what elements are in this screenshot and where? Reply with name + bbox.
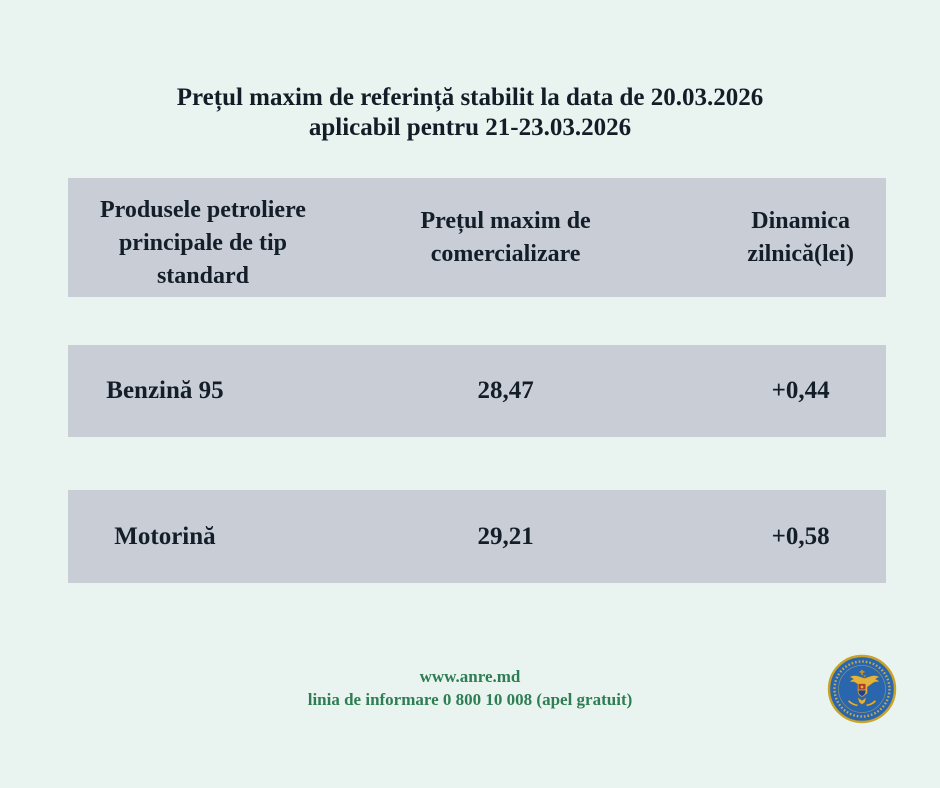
title-line-2: aplicabil pentru 21-23.03.2026 [308,114,632,141]
title-line-1: Prețul maxim de referință stabilit la da… [176,84,764,111]
product-name: Benzină 95 [106,377,224,404]
footer: www.anre.md linia de informare 0 800 10 … [0,665,940,711]
daily-dynamic-value: +0,44 [771,377,830,404]
table-header-row: Produsele petroliere principale de tip s… [68,178,886,297]
column-header-products: Produsele petroliere principale de tip s… [68,182,338,293]
product-name: Motorină [114,522,216,550]
column-header-products-label: Produsele petroliere principale de tip s… [99,197,306,289]
anre-seal-logo [827,654,897,724]
max-price-value: 29,21 [477,522,534,550]
max-price-value: 28,47 [477,377,534,404]
website-url: www.anre.md [419,667,521,686]
info-line: linia de informare 0 800 10 008 (apel gr… [307,690,633,709]
column-header-max-price: Prețul maxim de comercializare [338,205,673,271]
column-header-max-price-label: Prețul maxim de comercializare [420,207,591,267]
table-row-motorina: Motorină 29,21 +0,58 [68,490,886,583]
column-header-daily-dynamic-label: Dinamica zilnică(lei) [747,207,854,267]
daily-dynamic-value: +0,58 [771,522,830,550]
column-header-daily-dynamic: Dinamica zilnică(lei) [673,205,886,271]
anre-seal-icon [827,654,897,724]
table-row-benzina-95: Benzină 95 28,47 +0,44 [68,345,886,437]
page-title: Prețul maxim de referință stabilit la da… [0,83,940,143]
